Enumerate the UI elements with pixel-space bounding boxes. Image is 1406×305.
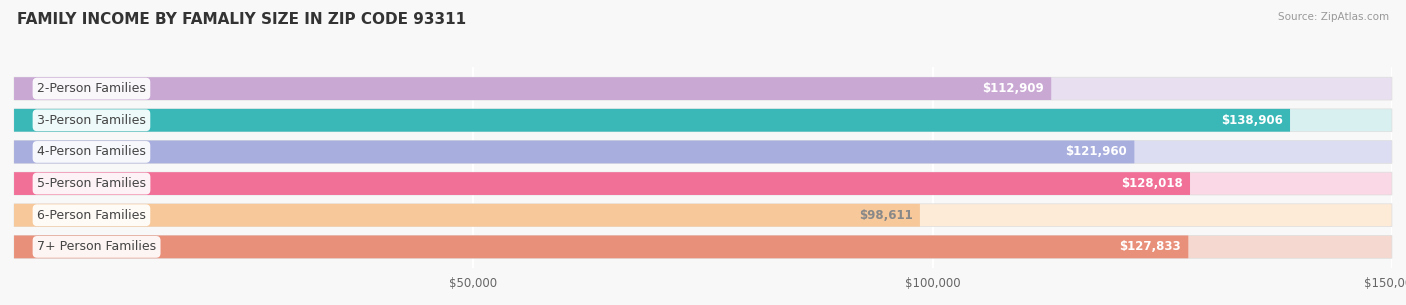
FancyBboxPatch shape <box>14 172 1189 195</box>
FancyBboxPatch shape <box>14 109 1392 132</box>
FancyBboxPatch shape <box>14 77 1392 100</box>
Text: $112,909: $112,909 <box>983 82 1043 95</box>
Text: $138,906: $138,906 <box>1220 114 1282 127</box>
FancyBboxPatch shape <box>14 235 1392 258</box>
Text: FAMILY INCOME BY FAMALIY SIZE IN ZIP CODE 93311: FAMILY INCOME BY FAMALIY SIZE IN ZIP COD… <box>17 12 465 27</box>
FancyBboxPatch shape <box>14 141 1135 163</box>
FancyBboxPatch shape <box>14 77 1052 100</box>
Text: 7+ Person Families: 7+ Person Families <box>37 240 156 253</box>
FancyBboxPatch shape <box>14 204 1392 227</box>
Text: Source: ZipAtlas.com: Source: ZipAtlas.com <box>1278 12 1389 22</box>
Text: 6-Person Families: 6-Person Families <box>37 209 146 222</box>
Text: 3-Person Families: 3-Person Families <box>37 114 146 127</box>
FancyBboxPatch shape <box>14 204 920 227</box>
FancyBboxPatch shape <box>14 141 1392 163</box>
Text: 2-Person Families: 2-Person Families <box>37 82 146 95</box>
Text: 4-Person Families: 4-Person Families <box>37 145 146 158</box>
FancyBboxPatch shape <box>14 109 1291 132</box>
Text: 5-Person Families: 5-Person Families <box>37 177 146 190</box>
Text: $128,018: $128,018 <box>1121 177 1182 190</box>
FancyBboxPatch shape <box>14 235 1188 258</box>
Text: $121,960: $121,960 <box>1066 145 1128 158</box>
Text: $127,833: $127,833 <box>1119 240 1181 253</box>
FancyBboxPatch shape <box>14 172 1392 195</box>
Text: $98,611: $98,611 <box>859 209 912 222</box>
